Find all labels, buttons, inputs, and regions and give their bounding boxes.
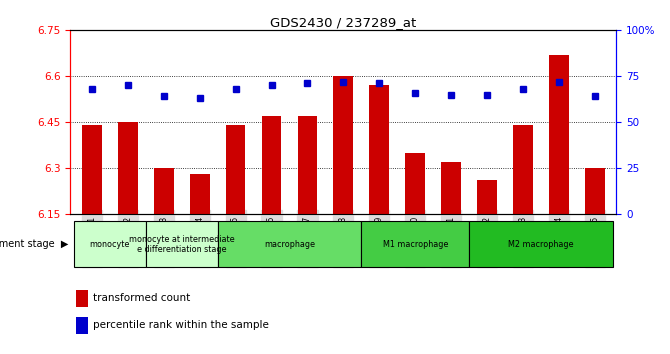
Bar <box>405 153 425 214</box>
Text: macrophage: macrophage <box>264 240 315 249</box>
Text: development stage  ▶: development stage ▶ <box>0 239 68 249</box>
Bar <box>76 290 88 307</box>
Bar <box>262 116 281 214</box>
Bar <box>118 122 138 214</box>
FancyBboxPatch shape <box>361 221 469 267</box>
Bar <box>190 174 210 214</box>
Text: percentile rank within the sample: percentile rank within the sample <box>93 320 269 330</box>
Text: monocyte: monocyte <box>90 240 130 249</box>
Bar <box>477 181 497 214</box>
Text: M1 macrophage: M1 macrophage <box>383 240 448 249</box>
Bar <box>82 125 102 214</box>
Bar <box>297 116 318 214</box>
Bar <box>549 55 569 214</box>
Bar <box>76 317 88 334</box>
Bar <box>226 125 245 214</box>
FancyBboxPatch shape <box>74 221 146 267</box>
Text: monocyte at intermediate
e differentiation stage: monocyte at intermediate e differentiati… <box>129 235 234 254</box>
FancyBboxPatch shape <box>146 221 218 267</box>
Bar <box>513 125 533 214</box>
Title: GDS2430 / 237289_at: GDS2430 / 237289_at <box>270 16 417 29</box>
Bar <box>334 76 353 214</box>
FancyBboxPatch shape <box>469 221 613 267</box>
FancyBboxPatch shape <box>218 221 361 267</box>
Text: M2 macrophage: M2 macrophage <box>509 240 574 249</box>
Bar <box>442 162 461 214</box>
Bar <box>585 168 605 214</box>
Bar <box>369 85 389 214</box>
Bar <box>154 168 174 214</box>
Text: transformed count: transformed count <box>93 293 190 303</box>
